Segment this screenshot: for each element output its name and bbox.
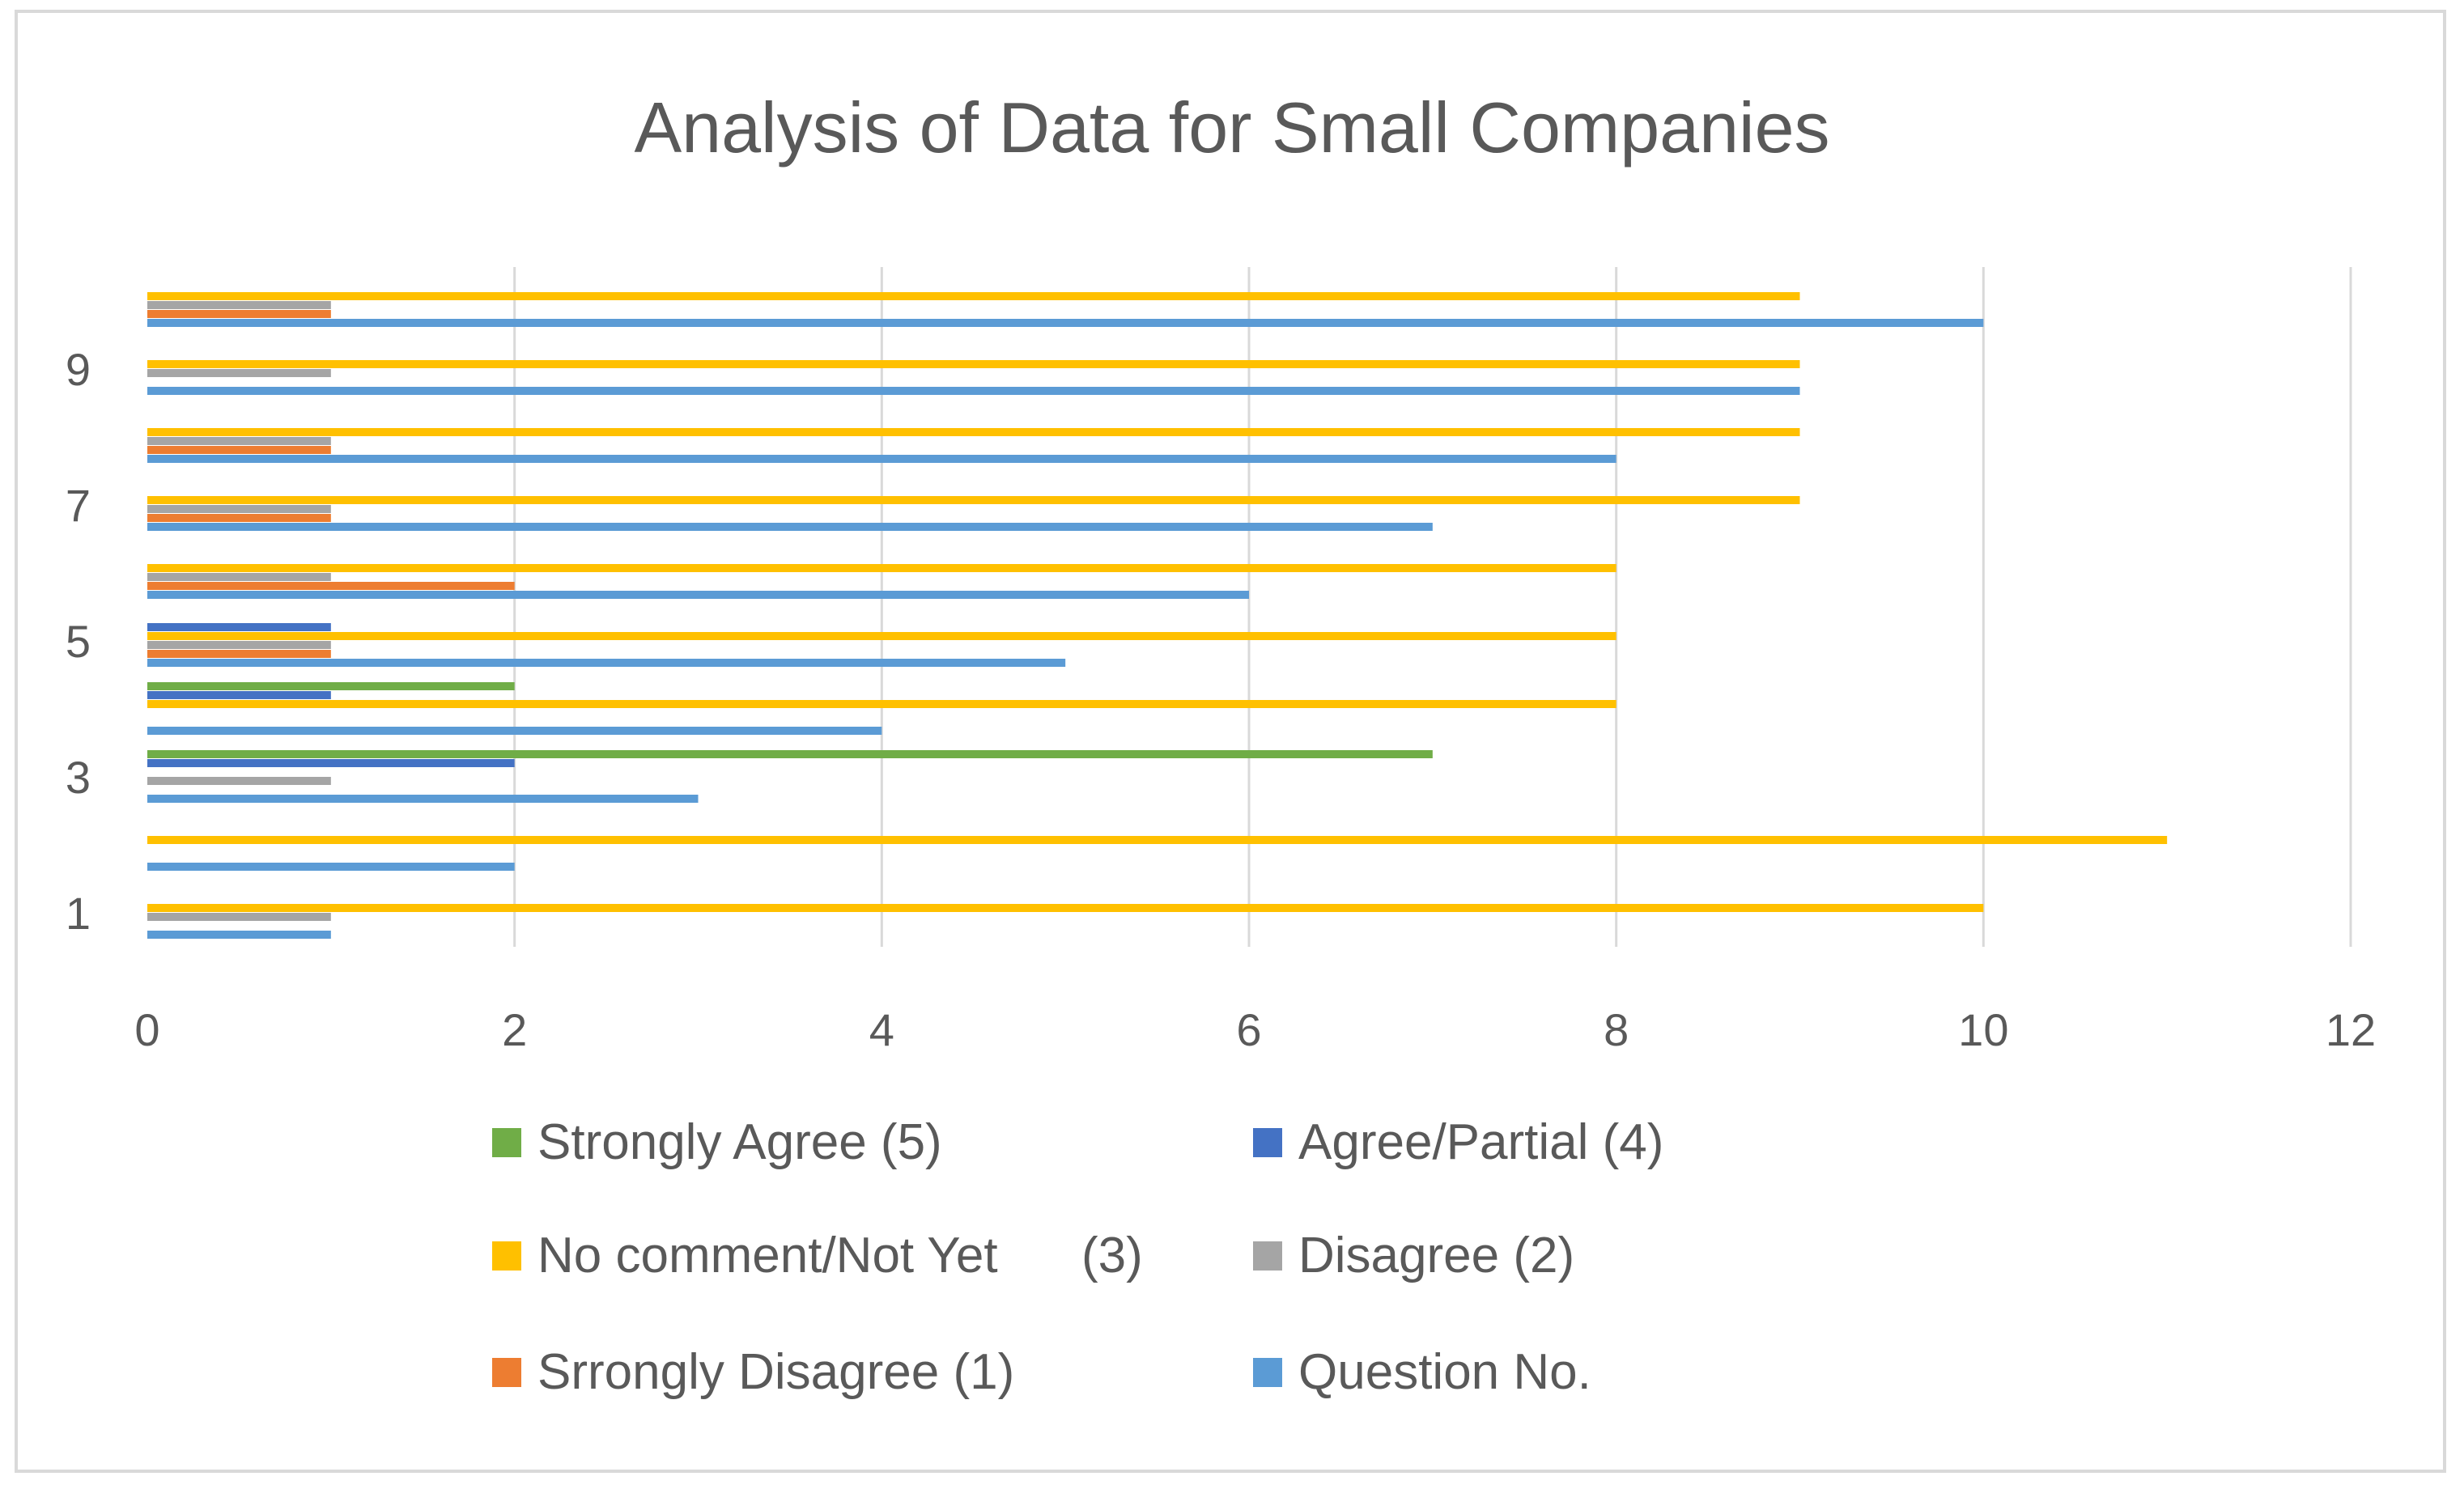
bar-q6-srrongly-disagree-1 <box>147 582 515 590</box>
legend-label: No comment/Not Yet (3) <box>537 1228 1143 1283</box>
bar-q7-srrongly-disagree-1 <box>147 514 331 522</box>
bar-q7-disagree-2 <box>147 505 331 513</box>
y-tick-label: 7 <box>66 480 91 531</box>
bar-q10-disagree-2 <box>147 301 331 309</box>
legend-label: Disagree (2) <box>1298 1228 1574 1283</box>
legend-swatch <box>492 1241 521 1271</box>
legend-item: Question No. <box>1253 1344 1591 1400</box>
bar-q1-no-comment-not-yet-3 <box>147 904 1984 912</box>
x-tick-label: 8 <box>1604 1004 1629 1055</box>
x-tick-label: 2 <box>502 1004 527 1055</box>
legend-item: Strongly Agree (5) <box>492 1114 942 1170</box>
legend-swatch <box>1253 1358 1282 1387</box>
legend-label: Srrongly Disagree (1) <box>537 1344 1014 1400</box>
x-tick-label: 10 <box>1958 1004 2008 1055</box>
chart-title: Analysis of Data for Small Companies <box>634 87 1829 168</box>
legend-item: Disagree (2) <box>1253 1228 1574 1283</box>
bar-q8-disagree-2 <box>147 437 331 445</box>
bar-q9-no-comment-not-yet-3 <box>147 360 1800 368</box>
y-axis-ticks: 1 3 5 7 9 <box>66 344 91 939</box>
bar-q6-disagree-2 <box>147 573 331 581</box>
bar-q9-question-no <box>147 387 1800 395</box>
legend-swatch <box>1253 1128 1282 1157</box>
x-tick-label: 12 <box>2326 1004 2376 1055</box>
bar-q4-strongly-agree-5 <box>147 682 515 690</box>
y-tick-label: 9 <box>66 344 91 395</box>
y-tick-label: 3 <box>66 752 91 803</box>
bar-q5-agree-partial-4 <box>147 623 331 631</box>
bar-q2-question-no <box>147 863 515 871</box>
x-tick-label: 4 <box>869 1004 894 1055</box>
bar-q5-srrongly-disagree-1 <box>147 650 331 658</box>
bar-q4-no-comment-not-yet-3 <box>147 700 1616 708</box>
legend-label: Question No. <box>1298 1344 1591 1400</box>
bar-q7-question-no <box>147 523 1433 531</box>
bar-q5-disagree-2 <box>147 641 331 649</box>
legend-item: Srrongly Disagree (1) <box>492 1344 1014 1400</box>
bar-q6-no-comment-not-yet-3 <box>147 564 1616 572</box>
bar-q4-agree-partial-4 <box>147 691 331 699</box>
bar-q9-disagree-2 <box>147 369 331 377</box>
bar-q5-no-comment-not-yet-3 <box>147 632 1616 640</box>
legend-swatch <box>492 1358 521 1387</box>
bar-q3-question-no <box>147 795 699 803</box>
bar-q2-no-comment-not-yet-3 <box>147 836 2168 844</box>
legend-label: Agree/Partial (4) <box>1298 1114 1663 1170</box>
bar-q7-no-comment-not-yet-3 <box>147 496 1800 504</box>
bar-q3-disagree-2 <box>147 777 331 785</box>
bar-q10-question-no <box>147 319 1984 327</box>
x-tick-label: 0 <box>134 1004 159 1055</box>
legend-item: No comment/Not Yet (3) <box>492 1228 1143 1283</box>
bar-q3-agree-partial-4 <box>147 759 515 767</box>
legend: Strongly Agree (5) Agree/Partial (4) No co… <box>492 1114 1663 1400</box>
bars <box>147 292 2168 939</box>
bar-q4-question-no <box>147 727 882 735</box>
bar-q6-question-no <box>147 591 1249 599</box>
bar-q8-no-comment-not-yet-3 <box>147 428 1800 436</box>
bar-q3-strongly-agree-5 <box>147 750 1433 758</box>
x-tick-label: 6 <box>1236 1004 1261 1055</box>
bar-q1-question-no <box>147 931 331 939</box>
legend-label: Strongly Agree (5) <box>537 1114 942 1170</box>
x-axis-ticks: 0 2 4 6 8 10 12 <box>134 1004 2376 1055</box>
bar-q8-srrongly-disagree-1 <box>147 446 331 454</box>
legend-swatch <box>492 1128 521 1157</box>
y-tick-label: 1 <box>66 888 91 939</box>
bar-q8-question-no <box>147 455 1616 463</box>
bar-q1-disagree-2 <box>147 913 331 921</box>
bar-q10-srrongly-disagree-1 <box>147 310 331 318</box>
y-tick-label: 5 <box>66 616 91 667</box>
chart-area <box>15 10 2446 1473</box>
bar-q5-question-no <box>147 659 1066 667</box>
legend-item: Agree/Partial (4) <box>1253 1114 1663 1170</box>
bar-q10-no-comment-not-yet-3 <box>147 292 1800 300</box>
gridlines <box>513 267 2352 947</box>
legend-swatch <box>1253 1241 1282 1271</box>
